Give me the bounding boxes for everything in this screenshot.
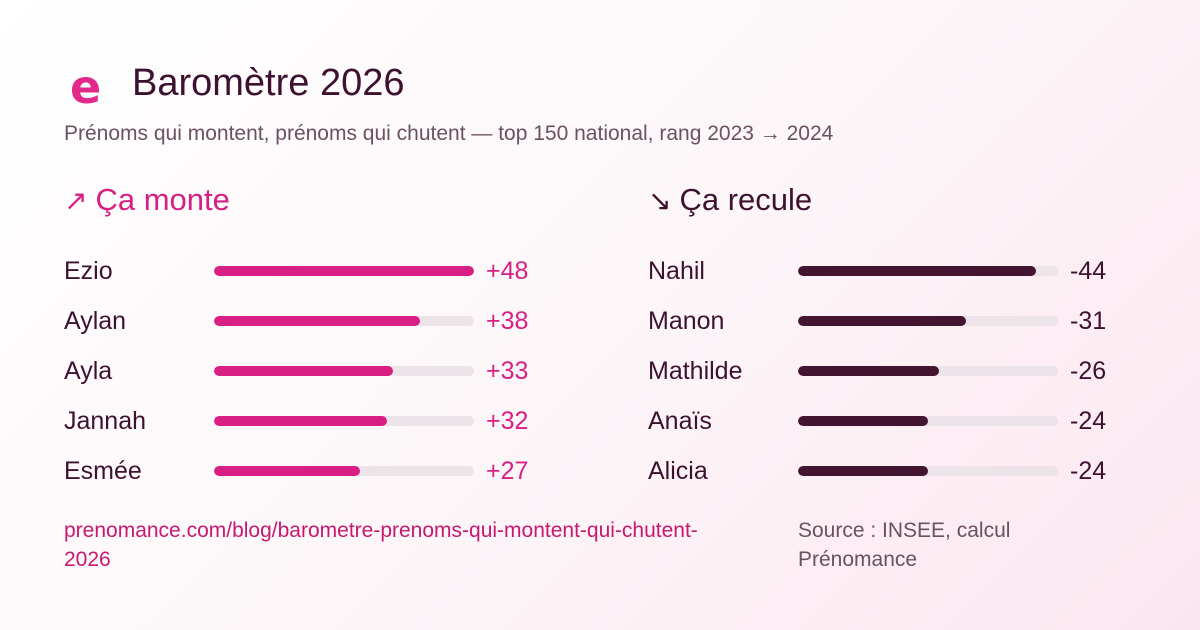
rising-bar-row: Esmée +27 bbox=[64, 451, 564, 491]
rising-bar-row: Ayla +33 bbox=[64, 351, 564, 391]
rising-value-label: +48 bbox=[486, 257, 529, 285]
page-title: Baromètre 2026 bbox=[132, 62, 405, 104]
rising-bar-row: Aylan +38 bbox=[64, 301, 564, 341]
falling-bar-row: Nahil -44 bbox=[648, 251, 1148, 291]
falling-bar bbox=[798, 366, 939, 376]
rising-value-label: +32 bbox=[486, 407, 529, 435]
rising-bar-track bbox=[214, 316, 474, 326]
rising-bar-row: Jannah +32 bbox=[64, 401, 564, 441]
rising-value-label: +38 bbox=[486, 307, 529, 335]
falling-bar-row: Manon -31 bbox=[648, 301, 1148, 341]
falling-title-text: Ça recule bbox=[679, 182, 813, 217]
falling-bar-track bbox=[798, 266, 1058, 276]
rising-bar-track bbox=[214, 466, 474, 476]
article-link[interactable]: prenomance.com/blog/barometre-prenoms-qu… bbox=[64, 519, 698, 571]
rising-category-label: Jannah bbox=[64, 407, 147, 435]
falling-bar-track bbox=[798, 316, 1058, 326]
brand-logo: e bbox=[70, 60, 102, 114]
source-note: Source : INSEE, calcul Prénomance bbox=[798, 519, 1011, 571]
falling-bar-row: Anaïs -24 bbox=[648, 401, 1148, 441]
falling-category-label: Anaïs bbox=[648, 407, 712, 435]
falling-value-label: -26 bbox=[1070, 357, 1107, 385]
rising-category-label: Esmée bbox=[64, 457, 142, 485]
falling-category-label: Mathilde bbox=[648, 357, 743, 385]
falling-bar-track bbox=[798, 366, 1058, 376]
rising-title-text: Ça monte bbox=[95, 182, 230, 217]
rising-category-label: Aylan bbox=[64, 307, 127, 335]
rising-value-label: +33 bbox=[486, 357, 529, 385]
rising-value-label: +27 bbox=[486, 457, 529, 485]
falling-bar bbox=[798, 416, 928, 426]
falling-bar-row: Mathilde -26 bbox=[648, 351, 1148, 391]
rising-bar-track bbox=[214, 416, 474, 426]
arrow-down-right-icon: ↘ bbox=[648, 184, 672, 217]
falling-category-label: Nahil bbox=[648, 257, 705, 285]
falling-bar-track bbox=[798, 466, 1058, 476]
arrow-up-right-icon: ↗ bbox=[64, 184, 88, 217]
rising-bar-row: Ezio +48 bbox=[64, 251, 564, 291]
falling-bar bbox=[798, 466, 928, 476]
falling-bar bbox=[798, 316, 966, 326]
rising-bar bbox=[214, 266, 474, 276]
rising-section-title: ↗ Ça monte bbox=[64, 180, 230, 221]
falling-category-label: Manon bbox=[648, 307, 725, 335]
falling-value-label: -24 bbox=[1070, 407, 1107, 435]
falling-value-label: -24 bbox=[1070, 457, 1107, 485]
falling-bar-track bbox=[798, 416, 1058, 426]
rising-bar bbox=[214, 466, 360, 476]
page-subtitle: Prénoms qui montent, prénoms qui chutent… bbox=[64, 122, 834, 145]
falling-value-label: -31 bbox=[1070, 307, 1107, 335]
falling-value-label: -44 bbox=[1070, 257, 1107, 285]
rising-bar-track bbox=[214, 366, 474, 376]
rising-category-label: Ezio bbox=[64, 257, 113, 285]
rising-bar bbox=[214, 366, 393, 376]
rising-bar-track bbox=[214, 266, 474, 276]
falling-bar-row: Alicia -24 bbox=[648, 451, 1148, 491]
rising-category-label: Ayla bbox=[64, 357, 113, 385]
falling-bar bbox=[798, 266, 1036, 276]
rising-bar bbox=[214, 316, 420, 326]
falling-section-title: ↘ Ça recule bbox=[648, 180, 812, 221]
rising-bar bbox=[214, 416, 387, 426]
falling-category-label: Alicia bbox=[648, 457, 708, 485]
